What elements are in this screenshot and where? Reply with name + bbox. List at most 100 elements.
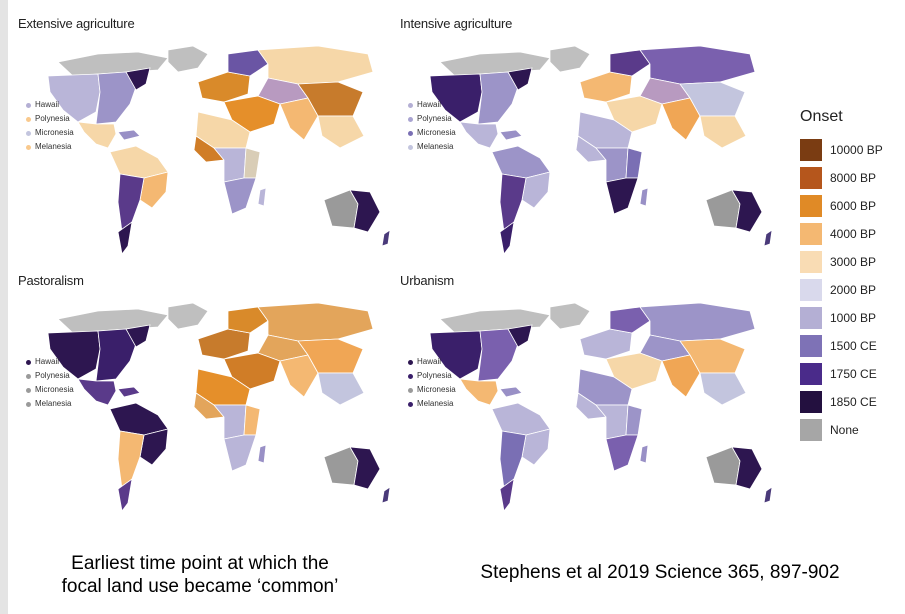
pacific-label: Micronesia bbox=[35, 128, 74, 137]
region-central-africa bbox=[213, 147, 247, 183]
region-south-africa bbox=[223, 434, 257, 472]
region-south-africa bbox=[605, 177, 639, 215]
region-east-africa bbox=[243, 404, 261, 436]
pacific-dot bbox=[408, 387, 413, 393]
region-nz bbox=[381, 229, 391, 247]
region-nz bbox=[763, 229, 773, 247]
world-map bbox=[47, 45, 391, 255]
region-madagascar bbox=[639, 444, 649, 464]
region-europe-w bbox=[579, 328, 633, 360]
region-greenland bbox=[167, 302, 209, 330]
pacific-label: Micronesia bbox=[417, 385, 456, 394]
pacific-legend: Hawaii Polynesia Micronesia Melanesia bbox=[408, 98, 456, 154]
panel-title: Intensive agriculture bbox=[400, 16, 513, 31]
legend-swatch bbox=[800, 195, 822, 217]
pacific-dot bbox=[408, 102, 413, 108]
region-south-africa bbox=[605, 434, 639, 472]
region-greenland bbox=[549, 45, 591, 73]
legend-swatch bbox=[800, 223, 822, 245]
region-sa-north bbox=[109, 145, 169, 179]
pacific-label: Polynesia bbox=[417, 114, 452, 123]
legend-row: 8000 BP bbox=[800, 164, 900, 192]
pacific-item: Polynesia bbox=[408, 369, 456, 383]
region-europe-w bbox=[579, 71, 633, 103]
pacific-item: Hawaii bbox=[408, 98, 456, 112]
caption-line-2: focal land use became ‘common’ bbox=[61, 576, 339, 597]
pacific-dot bbox=[26, 387, 31, 393]
pacific-item: Micronesia bbox=[408, 383, 456, 397]
region-nz bbox=[381, 486, 391, 504]
region-aus-east bbox=[349, 446, 381, 490]
pacific-label: Polynesia bbox=[35, 114, 70, 123]
pacific-label: Melanesia bbox=[35, 142, 72, 151]
region-madagascar bbox=[257, 187, 267, 207]
region-mexico bbox=[459, 378, 499, 406]
region-madagascar bbox=[639, 187, 649, 207]
region-caribbean bbox=[117, 129, 141, 141]
world-map bbox=[429, 45, 773, 255]
legend-label: None bbox=[830, 423, 859, 437]
region-east-africa bbox=[243, 147, 261, 179]
legend-swatch bbox=[800, 419, 822, 441]
legend-swatch bbox=[800, 335, 822, 357]
pacific-legend: Hawaii Polynesia Micronesia Melanesia bbox=[408, 355, 456, 411]
region-mexico bbox=[459, 121, 499, 149]
region-india bbox=[279, 354, 319, 398]
pacific-item: Hawaii bbox=[26, 98, 74, 112]
region-russia bbox=[257, 45, 374, 85]
pacific-legend: Hawaii Polynesia Micronesia Melanesia bbox=[26, 355, 74, 411]
legend-label: 4000 BP bbox=[830, 227, 877, 241]
pacific-item: Micronesia bbox=[26, 383, 74, 397]
region-west-africa bbox=[575, 135, 607, 163]
pacific-label: Micronesia bbox=[35, 385, 74, 394]
region-sa-tip bbox=[117, 221, 133, 255]
panel-title: Pastoralism bbox=[18, 273, 84, 288]
legend-label: 1500 CE bbox=[830, 339, 877, 353]
pacific-label: Melanesia bbox=[417, 142, 454, 151]
region-central-africa bbox=[595, 404, 629, 440]
region-na-arctic bbox=[57, 308, 169, 334]
pacific-dot bbox=[26, 359, 31, 365]
caption-citation: Stephens et al 2019 Science 365, 897-902 bbox=[480, 562, 840, 583]
pacific-label: Polynesia bbox=[35, 371, 70, 380]
pacific-item: Melanesia bbox=[408, 397, 456, 411]
legend-label: 1850 CE bbox=[830, 395, 877, 409]
region-central-africa bbox=[595, 147, 629, 183]
legend-swatch bbox=[800, 167, 822, 189]
region-east-africa bbox=[625, 147, 643, 179]
pacific-label: Hawaii bbox=[35, 100, 60, 109]
pacific-dot bbox=[408, 359, 413, 365]
pacific-dot bbox=[26, 116, 31, 122]
legend-label: 10000 BP bbox=[830, 143, 883, 157]
map-panel-urbanism: Urbanism Hawaii Polynesia Micronesia Melanes… bbox=[400, 273, 780, 523]
pacific-item: Polynesia bbox=[26, 112, 74, 126]
pacific-legend: Hawaii Polynesia Micronesia Melanesia bbox=[26, 98, 74, 154]
legend-swatch bbox=[800, 279, 822, 301]
region-caribbean bbox=[499, 129, 523, 141]
region-west-africa bbox=[193, 135, 225, 163]
region-caribbean bbox=[117, 386, 141, 398]
onset-legend: Onset 10000 BP 8000 BP 6000 BP 4000 BP 3000 … bbox=[800, 108, 900, 444]
pacific-dot bbox=[408, 144, 413, 150]
region-india bbox=[661, 97, 701, 141]
pacific-dot bbox=[26, 144, 31, 150]
legend-label: 1750 CE bbox=[830, 367, 877, 381]
pacific-dot bbox=[408, 373, 413, 379]
region-sa-tip bbox=[117, 478, 133, 512]
pacific-label: Melanesia bbox=[35, 399, 72, 408]
pacific-dot bbox=[26, 373, 31, 379]
region-russia bbox=[257, 302, 374, 342]
legend-label: 1000 BP bbox=[830, 311, 877, 325]
region-na-ne bbox=[125, 67, 151, 91]
legend-row: 6000 BP bbox=[800, 192, 900, 220]
legend-row: 10000 BP bbox=[800, 136, 900, 164]
pacific-item: Hawaii bbox=[408, 355, 456, 369]
map-panel-pastoralism: Pastoralism Hawaii Polynesia Micronesia Mela… bbox=[18, 273, 398, 523]
region-west-africa bbox=[575, 392, 607, 420]
legend-swatch bbox=[800, 307, 822, 329]
region-na-ne bbox=[125, 324, 151, 348]
region-mexico bbox=[77, 121, 117, 149]
legend-swatch bbox=[800, 139, 822, 161]
pacific-item: Polynesia bbox=[26, 369, 74, 383]
pacific-label: Hawaii bbox=[35, 357, 60, 366]
